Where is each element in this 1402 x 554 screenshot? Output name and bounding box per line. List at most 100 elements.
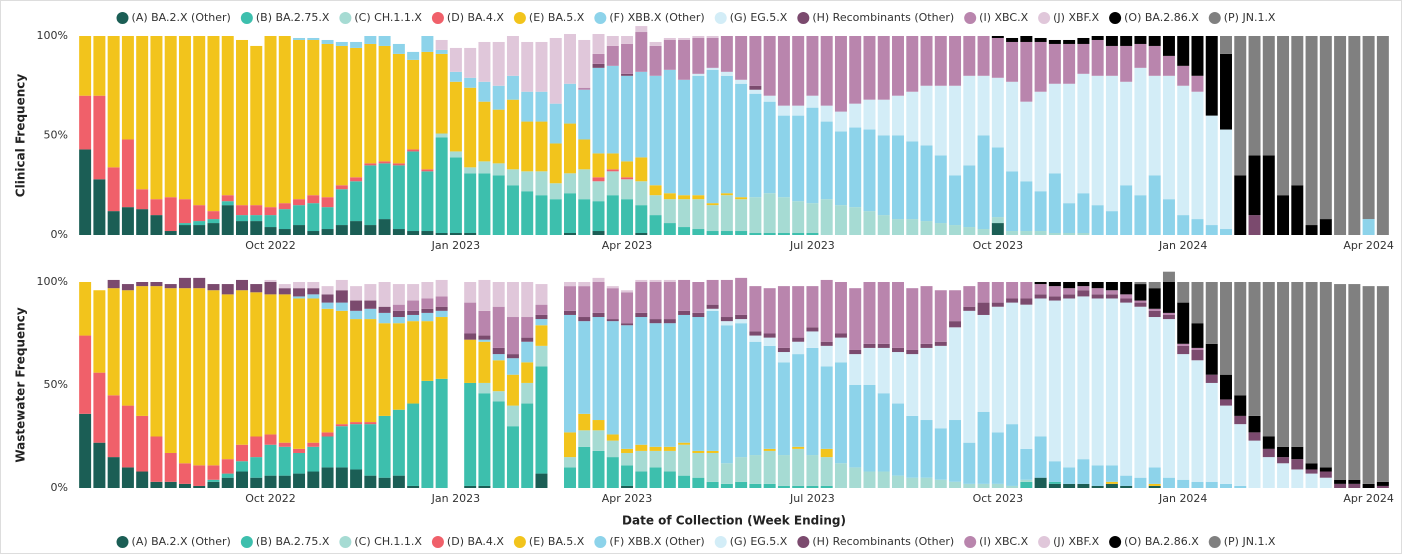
bar-segment bbox=[692, 199, 705, 230]
bar-segment bbox=[720, 317, 733, 322]
bar-segment bbox=[1191, 349, 1204, 361]
legend-marker bbox=[1109, 536, 1122, 548]
bar-segment bbox=[1105, 36, 1118, 46]
bar-segment bbox=[934, 341, 947, 346]
legend-marker bbox=[240, 12, 253, 24]
bar-segment bbox=[535, 345, 548, 367]
bar-segment bbox=[1162, 271, 1175, 282]
y-tick-label: 50% bbox=[44, 129, 68, 142]
bar-segment bbox=[621, 448, 634, 453]
bar-segment bbox=[820, 341, 833, 346]
bar-segment bbox=[378, 163, 391, 220]
bar-segment bbox=[464, 282, 477, 303]
bar-segment bbox=[735, 79, 748, 84]
bar-segment bbox=[492, 354, 505, 361]
bar-segment bbox=[1148, 36, 1161, 46]
bar-segment bbox=[834, 282, 847, 334]
bar-segment bbox=[1048, 300, 1061, 462]
bar-segment bbox=[692, 282, 705, 313]
bar-segment bbox=[407, 403, 420, 486]
bar-segment bbox=[920, 347, 933, 421]
bar-segment bbox=[949, 175, 962, 226]
bar-segment bbox=[93, 95, 106, 180]
bar-segment bbox=[350, 424, 363, 470]
bar-segment bbox=[564, 467, 576, 488]
bar-segment bbox=[278, 203, 291, 210]
bar-segment bbox=[592, 153, 605, 178]
bar-segment bbox=[934, 36, 947, 86]
bar-segment bbox=[1376, 481, 1389, 486]
bar-segment bbox=[621, 485, 634, 488]
bar-segment bbox=[606, 171, 619, 196]
bar-segment bbox=[1120, 81, 1133, 186]
bar-segment bbox=[464, 173, 477, 234]
bar-segment bbox=[635, 32, 648, 72]
bar-segment bbox=[392, 409, 405, 476]
bar-segment bbox=[335, 41, 348, 46]
bar-segment bbox=[1034, 191, 1047, 232]
bar-segment bbox=[920, 286, 933, 344]
bar-segment bbox=[193, 465, 206, 486]
bar-segment bbox=[1006, 424, 1019, 486]
bar-segment bbox=[364, 424, 377, 476]
bar-segment bbox=[1177, 479, 1190, 488]
legend-marker bbox=[513, 536, 526, 548]
bar-segment bbox=[621, 452, 634, 466]
legend-marker bbox=[1038, 536, 1051, 548]
bar-segment bbox=[720, 195, 733, 232]
legend-marker bbox=[594, 12, 607, 24]
bar-segment bbox=[1220, 36, 1232, 54]
bar-segment bbox=[863, 385, 876, 472]
bar-segment bbox=[549, 183, 562, 200]
bar-segment bbox=[1077, 43, 1090, 74]
bar-segment bbox=[193, 485, 206, 488]
bar-segment bbox=[378, 323, 391, 416]
bar-segment bbox=[763, 95, 776, 102]
bar-segment bbox=[649, 185, 662, 196]
bar-segment bbox=[606, 319, 619, 322]
bar-segment bbox=[1077, 296, 1090, 460]
bar-segment bbox=[949, 481, 962, 488]
bar-segment bbox=[250, 457, 263, 478]
bar-segment bbox=[335, 45, 348, 186]
bar-segment bbox=[278, 36, 291, 204]
bar-segment bbox=[321, 436, 334, 468]
bar-segment bbox=[1091, 294, 1104, 299]
bar-segment bbox=[720, 36, 733, 72]
bar-segment bbox=[1063, 43, 1076, 84]
bar-segment bbox=[1006, 41, 1019, 82]
bar-segment bbox=[763, 233, 776, 235]
bar-segment bbox=[107, 457, 120, 488]
bar-segment bbox=[421, 171, 434, 232]
legend-label: (F) XBB.X (Other) bbox=[609, 535, 704, 548]
bar-segment bbox=[107, 288, 120, 396]
bar-segment bbox=[621, 177, 634, 180]
bar-segment bbox=[93, 36, 106, 96]
bar-segment bbox=[592, 317, 605, 421]
bar-segment bbox=[906, 36, 919, 92]
bar-segment bbox=[649, 45, 662, 76]
bar-segment bbox=[407, 314, 420, 322]
bar-segment bbox=[1220, 399, 1232, 406]
bar-segment bbox=[121, 36, 134, 140]
bar-segment bbox=[963, 286, 976, 307]
bar-segment bbox=[392, 43, 405, 54]
bar-segment bbox=[449, 151, 462, 158]
bar-segment bbox=[1362, 219, 1375, 235]
bar-segment bbox=[1248, 215, 1261, 235]
bar-segment bbox=[321, 197, 334, 208]
bar-segment bbox=[421, 321, 434, 381]
bar-segment bbox=[193, 205, 206, 222]
bar-segment bbox=[464, 339, 477, 383]
bar-segment bbox=[1148, 308, 1161, 311]
bar-segment bbox=[350, 300, 363, 311]
bar-segment bbox=[364, 300, 377, 309]
bar-segment bbox=[706, 203, 719, 206]
bar-segment bbox=[592, 277, 605, 282]
bar-segment bbox=[1305, 225, 1318, 235]
legend-marker bbox=[513, 12, 526, 24]
bar-segment bbox=[207, 284, 220, 291]
bar-segment bbox=[378, 219, 391, 235]
bar-segment bbox=[478, 310, 491, 336]
bar-segment bbox=[1006, 298, 1019, 303]
